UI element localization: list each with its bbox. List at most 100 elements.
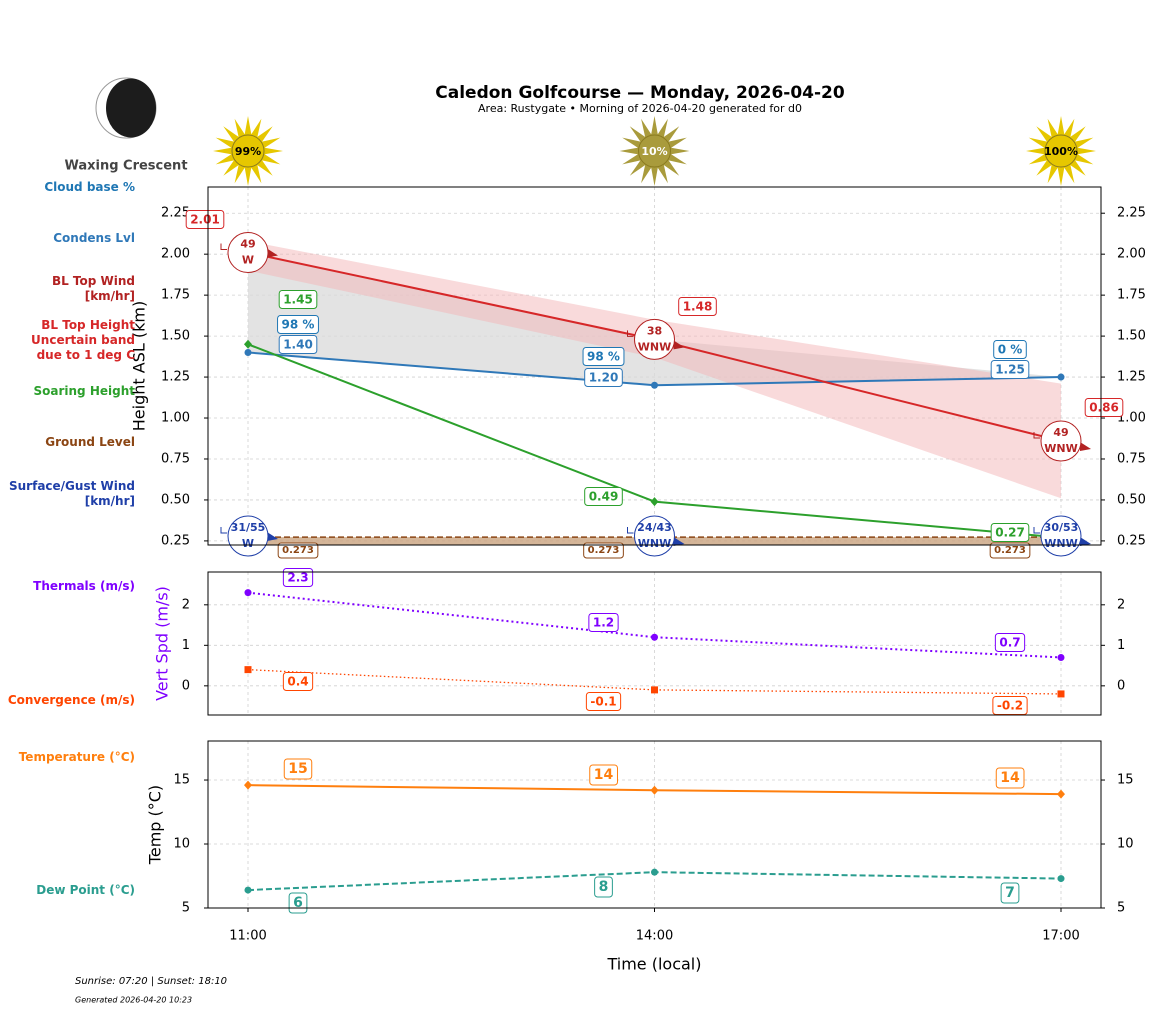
y-tick-label-right: 1.25 bbox=[1117, 370, 1146, 385]
y-tick-label: 2 bbox=[182, 597, 190, 612]
y-tick-label-right: 2.25 bbox=[1117, 206, 1146, 221]
wind-barb bbox=[627, 330, 634, 337]
value-label-box bbox=[282, 672, 314, 691]
point bbox=[244, 589, 252, 597]
chart-subtitle: Area: Rustygate • Morning of 2026-04-20 … bbox=[478, 102, 802, 115]
moon-phase: Waxing Crescent bbox=[64, 159, 187, 174]
wind-direction: WNW bbox=[1044, 442, 1077, 455]
sun-disc bbox=[231, 134, 265, 168]
row-label: Temperature (°C) bbox=[18, 750, 135, 764]
y-tick-label-right: 0.25 bbox=[1117, 533, 1146, 548]
value-label-box bbox=[1000, 882, 1020, 904]
axes-frame bbox=[207, 571, 1102, 716]
value-label: 1.25 bbox=[995, 363, 1025, 377]
value-label-box bbox=[185, 210, 225, 229]
wind-direction: WNW bbox=[638, 537, 671, 550]
value-label: 0.7 bbox=[999, 636, 1020, 650]
wind-speed: 30/53 bbox=[1044, 521, 1079, 534]
y-tick-label: 0 bbox=[182, 678, 190, 693]
wind-arrow bbox=[1080, 441, 1091, 451]
value-label-box bbox=[589, 764, 618, 786]
point bbox=[1057, 875, 1065, 883]
value-label: 1.2 bbox=[593, 616, 614, 630]
value-label-box bbox=[994, 633, 1026, 652]
sun-label: 100% bbox=[1044, 145, 1078, 158]
y-tick-label: 10 bbox=[173, 837, 190, 852]
y-tick-label: 1.50 bbox=[161, 329, 190, 344]
sun-times: Sunrise: 07:20 | Sunset: 18:10 bbox=[75, 976, 227, 987]
y-tick-label-right: 15 bbox=[1117, 773, 1134, 788]
value-label: 0.27 bbox=[995, 526, 1025, 540]
y-tick-label-right: 1 bbox=[1117, 638, 1125, 653]
y-tick-label: 2.25 bbox=[161, 206, 190, 221]
wind-circle bbox=[1040, 515, 1082, 557]
value-label-box bbox=[582, 347, 625, 366]
sun-label: 10% bbox=[641, 145, 667, 158]
sun-disc bbox=[638, 134, 671, 168]
row-label: BL Top Height Uncertain band due to 1 de… bbox=[31, 318, 135, 362]
x-tick-label: 17:00 bbox=[1042, 929, 1079, 944]
layer-fill bbox=[248, 252, 1061, 386]
y-tick-label: 0.75 bbox=[161, 451, 190, 466]
point bbox=[244, 339, 252, 349]
y-tick-label-right: 2.00 bbox=[1117, 247, 1146, 262]
sun-disc bbox=[1044, 134, 1078, 168]
row-label: BL Top Wind [km/hr] bbox=[51, 274, 135, 303]
y-tick-label-right: 2 bbox=[1117, 597, 1125, 612]
point bbox=[244, 780, 252, 790]
y-axis-label: Vert Spd (m/s) bbox=[153, 586, 172, 701]
y-tick-label-right: 1.00 bbox=[1117, 411, 1146, 426]
row-label: Surface/Gust Wind [km/hr] bbox=[9, 479, 135, 508]
value-label: 6 bbox=[293, 895, 303, 911]
value-label: 1.40 bbox=[283, 338, 313, 352]
point bbox=[651, 868, 658, 876]
y-tick-label: 2.00 bbox=[161, 247, 190, 262]
point bbox=[1057, 653, 1065, 661]
wind-direction: W bbox=[242, 537, 254, 550]
axes-frame bbox=[207, 186, 1102, 546]
y-tick-label: 15 bbox=[173, 773, 190, 788]
value-label-box bbox=[995, 767, 1025, 789]
wind-circle bbox=[1040, 420, 1082, 462]
sun-label: 99% bbox=[235, 145, 261, 158]
value-label: 0.86 bbox=[1089, 401, 1119, 415]
uncertainty-band bbox=[248, 241, 1061, 499]
point bbox=[244, 666, 252, 674]
y-axis-label: Temp (°C) bbox=[146, 785, 165, 865]
x-tick-label: 11:00 bbox=[229, 929, 266, 944]
row-label: Ground Level bbox=[45, 435, 135, 449]
value-label: 0.273 bbox=[994, 545, 1026, 556]
chart-title: Caledon Golfcourse — Monday, 2026-04-20 bbox=[435, 83, 845, 103]
value-label: 7 bbox=[1005, 885, 1015, 901]
value-label-box bbox=[283, 758, 313, 780]
value-label: 0.273 bbox=[282, 545, 314, 556]
wind-arrow bbox=[673, 537, 685, 546]
wind-arrow bbox=[267, 532, 278, 541]
value-label-box bbox=[993, 340, 1027, 359]
value-label-box bbox=[278, 290, 318, 309]
point bbox=[244, 886, 252, 894]
point bbox=[1057, 373, 1065, 381]
row-label: Thermals (m/s) bbox=[33, 579, 135, 593]
value-label: 14 bbox=[1000, 770, 1020, 786]
series-line bbox=[247, 591, 1062, 659]
value-label-box bbox=[990, 360, 1030, 379]
value-label-box bbox=[277, 315, 319, 334]
value-label: 0.49 bbox=[589, 490, 619, 504]
point bbox=[650, 785, 659, 795]
moon-shadow bbox=[106, 78, 156, 138]
value-label: 0.273 bbox=[588, 545, 620, 556]
point bbox=[651, 633, 658, 641]
point bbox=[651, 381, 658, 389]
point bbox=[650, 497, 659, 507]
wind-arrow bbox=[267, 248, 278, 258]
value-label: 1.45 bbox=[283, 293, 313, 307]
point bbox=[1057, 690, 1065, 698]
y-tick-label: 0.50 bbox=[161, 492, 190, 507]
wind-barb bbox=[1033, 431, 1040, 439]
point bbox=[1057, 789, 1065, 799]
value-label-box bbox=[990, 523, 1030, 542]
wind-direction: W bbox=[242, 254, 254, 267]
value-label-box bbox=[989, 542, 1031, 559]
